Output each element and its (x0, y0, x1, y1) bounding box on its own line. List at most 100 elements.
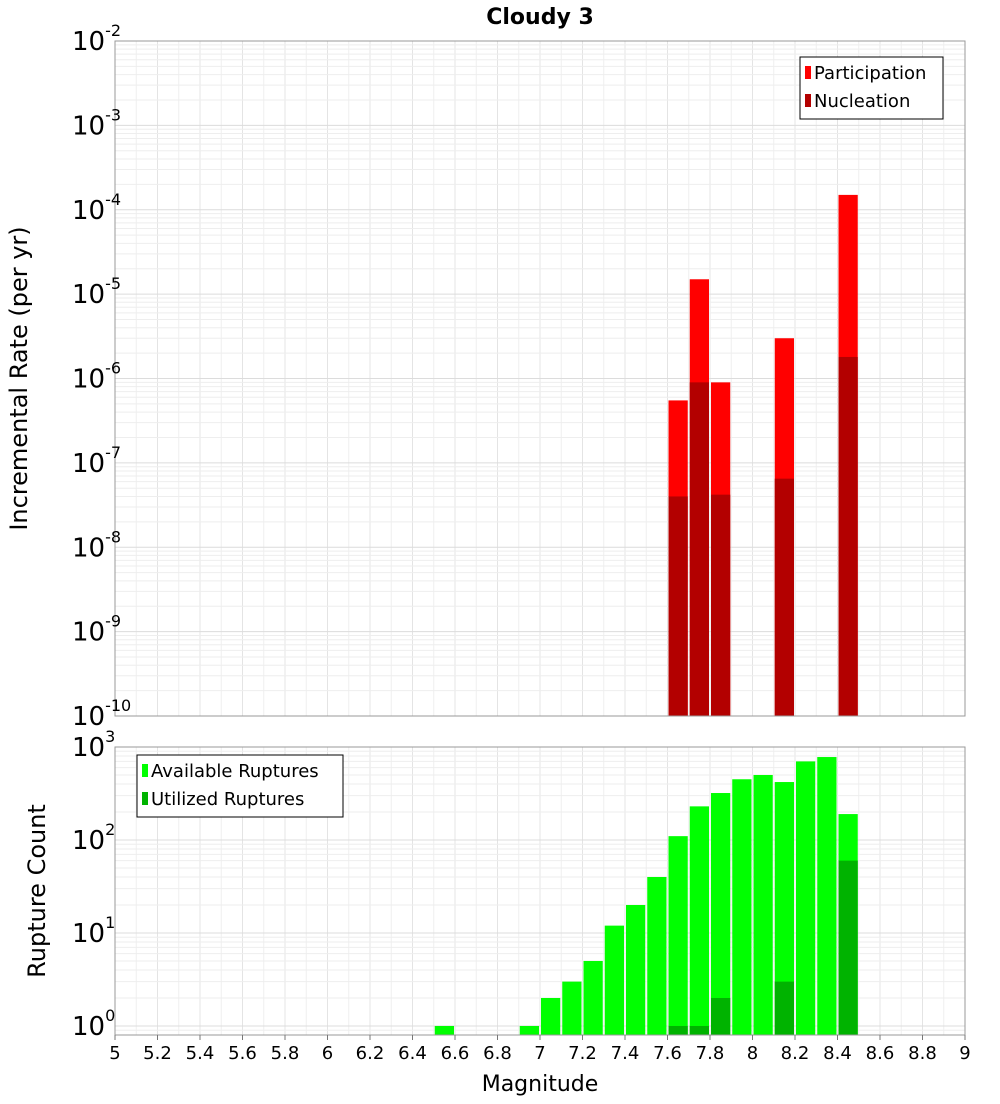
bar-available-ruptures (647, 877, 667, 1035)
bar-available-ruptures (562, 981, 582, 1035)
y-tick-base: 10 (72, 111, 105, 141)
bar-nucleation (711, 494, 731, 716)
y-tick-exponent: 0 (105, 1006, 115, 1025)
y-tick-exponent: -10 (105, 696, 131, 715)
chart-panel-1: 10-210-310-410-510-610-710-810-910-10Inc… (5, 5, 966, 732)
y-tick-label: 10-8 (72, 527, 121, 563)
bar-available-ruptures (817, 757, 837, 1035)
bar-available-ruptures (519, 1025, 539, 1035)
bar-available-ruptures (796, 761, 816, 1035)
bar-available-ruptures (604, 925, 624, 1035)
plot-border (114, 40, 966, 717)
y-tick-exponent: 1 (105, 913, 115, 932)
x-tick-label: 8.4 (823, 1043, 852, 1064)
bar-available-ruptures (774, 782, 794, 1035)
legend: Available Ruptures Utilized Ruptures (136, 754, 344, 818)
bar-utilized-ruptures (711, 997, 731, 1035)
x-tick-label: 7.4 (611, 1043, 640, 1064)
y-tick-label: 10-5 (72, 274, 121, 310)
x-tick-label: 6.4 (398, 1043, 427, 1064)
y-tick-label: 100 (72, 1006, 115, 1042)
y-tick-base: 10 (72, 196, 105, 226)
y-tick-base: 10 (72, 533, 105, 563)
legend-label: Participation (814, 63, 926, 84)
bar-utilized-ruptures (668, 1025, 688, 1035)
y-tick-label: 10-2 (72, 21, 121, 57)
x-tick-label: 6.2 (356, 1043, 385, 1064)
y-tick-exponent: -2 (105, 21, 121, 40)
x-tick-label: 7.2 (568, 1043, 597, 1064)
bar-available-ruptures (732, 779, 752, 1035)
y-tick-label: 10-6 (72, 359, 121, 395)
x-axis-label: Magnitude (482, 1072, 599, 1097)
x-tick-label: 5 (109, 1043, 120, 1064)
y-tick-exponent: -7 (105, 443, 121, 462)
bar-utilized-ruptures (689, 1025, 709, 1035)
bar-nucleation (774, 478, 794, 716)
y-tick-label: 101 (72, 913, 115, 949)
y-tick-exponent: -8 (105, 527, 121, 546)
bar-available-ruptures (753, 774, 773, 1035)
bar-nucleation (838, 356, 858, 716)
x-tick-label: 5.2 (143, 1043, 172, 1064)
x-tick-label: 8.2 (781, 1043, 810, 1064)
legend-label: Nucleation (814, 91, 910, 112)
y-tick-exponent: -3 (105, 105, 121, 124)
legend-label: Utilized Ruptures (151, 789, 304, 810)
y-tick-base: 10 (72, 618, 105, 648)
legend-label: Available Ruptures (151, 761, 319, 782)
y-tick-base: 10 (72, 365, 105, 395)
bar-utilized-ruptures (838, 860, 858, 1035)
bar-available-ruptures (434, 1025, 454, 1035)
x-tick-label: 7 (534, 1043, 545, 1064)
x-tick-label: 7.8 (696, 1043, 725, 1064)
y-tick-exponent: 3 (105, 727, 115, 746)
x-tick-label: 8.8 (908, 1043, 937, 1064)
legend-box (799, 56, 944, 120)
y-tick-label: 102 (72, 820, 115, 856)
x-tick-label: 5.8 (271, 1043, 300, 1064)
y-tick-base: 10 (72, 449, 105, 479)
y-tick-label: 103 (72, 727, 115, 763)
y-tick-exponent: -5 (105, 274, 121, 293)
x-tick-label: 8.6 (866, 1043, 895, 1064)
bar-available-ruptures (711, 793, 731, 1035)
y-tick-label: 10-7 (72, 443, 121, 479)
x-tick-label: 5.4 (186, 1043, 215, 1064)
y-axis-label: Rupture Count (23, 804, 51, 978)
y-tick-label: 10-9 (72, 612, 121, 648)
legend-box (136, 754, 344, 818)
y-tick-base: 10 (72, 27, 105, 57)
x-tick-label: 6 (322, 1043, 333, 1064)
y-tick-exponent: -4 (105, 190, 121, 209)
legend-swatch (805, 66, 811, 79)
bar-available-ruptures (541, 997, 561, 1035)
y-tick-base: 10 (72, 280, 105, 310)
bar-nucleation (668, 496, 688, 716)
bar-utilized-ruptures (774, 981, 794, 1035)
x-tick-label: 8 (747, 1043, 758, 1064)
y-tick-base: 10 (72, 1012, 105, 1042)
y-tick-label: 10-4 (72, 190, 121, 226)
legend-swatch (142, 792, 148, 805)
bar-available-ruptures (626, 904, 646, 1035)
bar-available-ruptures (689, 806, 709, 1035)
x-tick-label: 9 (959, 1043, 970, 1064)
y-tick-exponent: -6 (105, 359, 121, 378)
chart-title: Cloudy 3 (486, 5, 594, 30)
bar-available-ruptures (583, 960, 603, 1035)
y-tick-base: 10 (72, 919, 105, 949)
y-tick-base: 10 (72, 826, 105, 856)
legend-swatch (805, 94, 811, 107)
y-tick-label: 10-3 (72, 105, 121, 141)
bar-available-ruptures (668, 836, 688, 1035)
y-tick-label: 10-10 (72, 696, 131, 732)
bar-nucleation (689, 382, 709, 716)
legend-swatch (142, 764, 148, 777)
x-tick-label: 6.8 (483, 1043, 512, 1064)
legend: Participation Nucleation (799, 56, 944, 120)
y-tick-base: 10 (72, 733, 105, 763)
